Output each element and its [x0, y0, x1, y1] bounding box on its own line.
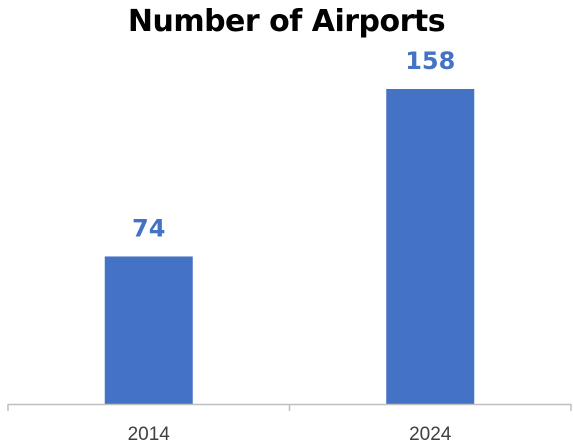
bar-2014 — [104, 256, 193, 404]
data-label-2024: 158 — [405, 47, 455, 75]
data-labels-layer: 74 158 — [132, 47, 455, 242]
x-tick-label-2014: 2014 — [128, 424, 171, 445]
bar-2024 — [386, 89, 475, 404]
chart-title: Number of Airports — [127, 4, 446, 39]
x-tick-label-2024: 2024 — [409, 424, 452, 445]
bars-layer — [104, 89, 475, 404]
x-axis: 2014 2024 — [7, 403, 572, 445]
data-label-2014: 74 — [132, 214, 165, 242]
